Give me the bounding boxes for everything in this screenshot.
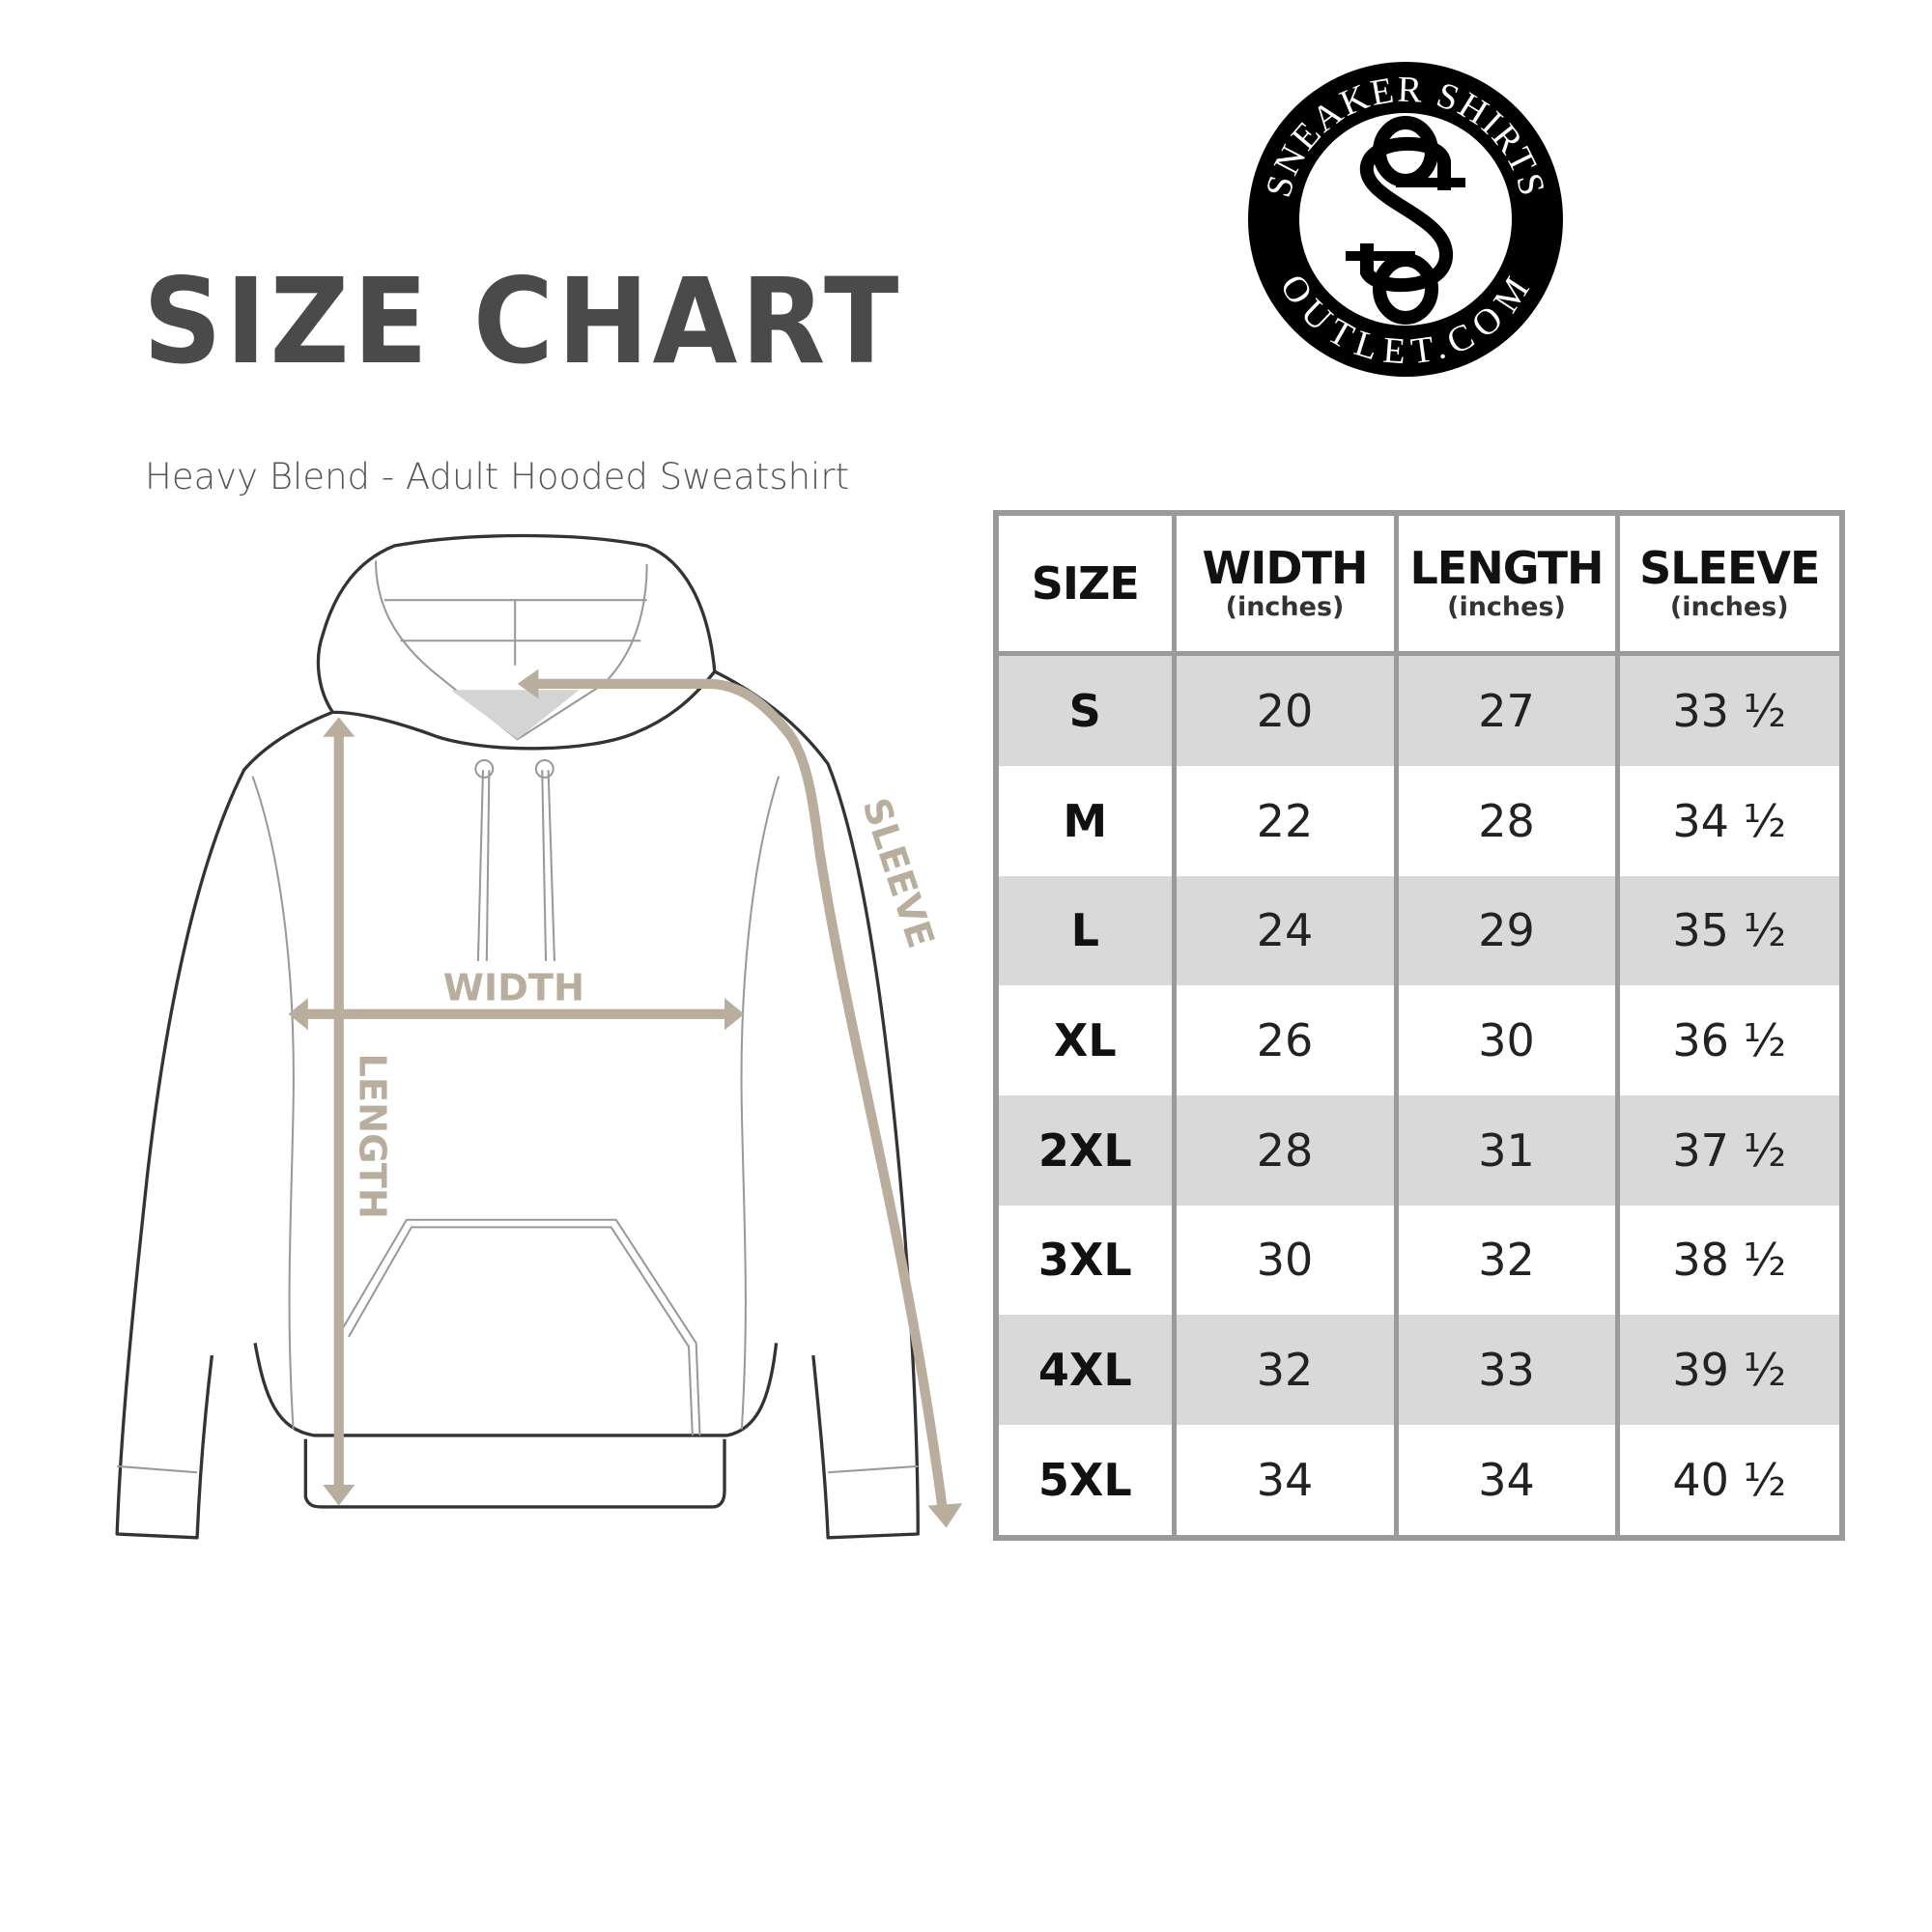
- cell-size: XL: [993, 985, 1177, 1095]
- table-header-row: SIZE WIDTH (inches) LENGTH (inches) SLEEVE…: [993, 510, 1845, 656]
- cell-sleeve: 36 ½: [1614, 985, 1845, 1095]
- table-row: 5XL 34 34 40 ½: [993, 1424, 1845, 1538]
- cell-size: L: [993, 875, 1177, 986]
- hood-inner-shade: [450, 690, 580, 740]
- cell-length: 28: [1393, 765, 1620, 876]
- length-label: LENGTH: [350, 1054, 393, 1219]
- cell-width: 30: [1171, 1205, 1399, 1316]
- hoodie-inner-lines: [117, 560, 919, 1474]
- table-row: 4XL 32 33 39 ½: [993, 1315, 1845, 1425]
- cell-size: 4XL: [993, 1315, 1177, 1425]
- cell-size: S: [993, 653, 1177, 766]
- header-length: LENGTH (inches): [1393, 510, 1620, 656]
- cell-size: 5XL: [993, 1424, 1177, 1538]
- table-row: L 24 29 35 ½: [993, 875, 1845, 986]
- cell-size: M: [993, 765, 1177, 876]
- table-row: 2XL 28 31 37 ½: [993, 1094, 1845, 1206]
- cell-width: 34: [1171, 1424, 1399, 1538]
- cell-length: 33: [1393, 1315, 1620, 1425]
- header-width: WIDTH (inches): [1171, 510, 1399, 656]
- cell-length: 29: [1393, 875, 1620, 986]
- cell-sleeve: 38 ½: [1614, 1205, 1845, 1316]
- cell-sleeve: 33 ½: [1614, 653, 1845, 766]
- header-size: SIZE: [993, 510, 1177, 656]
- table-row: S 20 27 33 ½: [993, 653, 1845, 766]
- cell-length: 34: [1393, 1424, 1620, 1538]
- table-row: 3XL 30 32 38 ½: [993, 1205, 1845, 1316]
- cell-width: 28: [1171, 1094, 1399, 1206]
- brand-logo: SNEAKER SHIRTS OUTLET.COM: [1248, 62, 1563, 377]
- table-row: XL 26 30 36 ½: [993, 985, 1845, 1095]
- cell-size: 3XL: [993, 1205, 1177, 1316]
- size-table: SIZE WIDTH (inches) LENGTH (inches) SLEEVE…: [993, 510, 1845, 1541]
- cell-sleeve: 34 ½: [1614, 765, 1845, 876]
- cell-length: 31: [1393, 1094, 1620, 1206]
- cell-sleeve: 39 ½: [1614, 1315, 1845, 1425]
- cell-length: 27: [1393, 653, 1620, 766]
- cell-sleeve: 40 ½: [1614, 1424, 1845, 1538]
- measure-lines: [288, 668, 963, 1528]
- width-label: WIDTH: [443, 967, 584, 1010]
- cell-length: 32: [1393, 1205, 1620, 1316]
- page-title: SIZE CHART: [143, 253, 903, 390]
- cell-size: 2XL: [993, 1094, 1177, 1206]
- cell-width: 24: [1171, 875, 1399, 986]
- sleeve-label: SLEEVE: [853, 793, 942, 953]
- table-row: M 22 28 34 ½: [993, 765, 1845, 876]
- cell-width: 26: [1171, 985, 1399, 1095]
- header-sleeve: SLEEVE (inches): [1614, 510, 1845, 656]
- cell-width: 32: [1171, 1315, 1399, 1425]
- cell-width: 20: [1171, 653, 1399, 766]
- hoodie-outline: [115, 533, 920, 1540]
- cell-sleeve: 37 ½: [1614, 1094, 1845, 1206]
- cell-sleeve: 35 ½: [1614, 875, 1845, 986]
- cell-width: 22: [1171, 765, 1399, 876]
- cell-length: 30: [1393, 985, 1620, 1095]
- sleeve-arrow: [535, 678, 948, 1511]
- logo-monogram-icon: [1346, 116, 1465, 325]
- product-subtitle: Heavy Blend - Adult Hooded Sweatshirt: [145, 456, 850, 497]
